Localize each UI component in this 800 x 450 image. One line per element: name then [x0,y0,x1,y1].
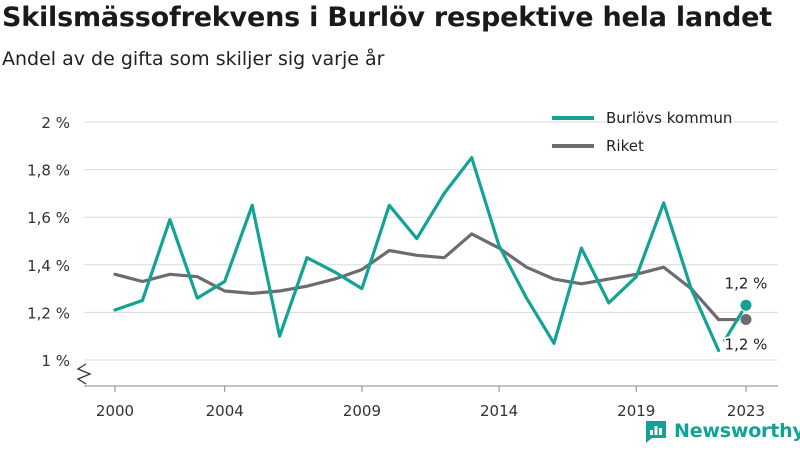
chart-subtitle: Andel av de gifta som skiljer sig varje … [2,48,385,70]
chart-title: Skilsmässofrekvens i Burlöv respektive h… [2,2,772,33]
y-tick-label: 1 % [41,352,70,370]
end-label-halo-riket: 1,2 % [725,336,768,354]
series-line-burlov [113,156,721,353]
legend: Burlövs kommun Riket [552,109,732,155]
end-label-halo-burlov: 1,2 % [725,274,768,292]
y-tick-label: 1,4 % [27,257,70,275]
end-label-burlov: 1,2 % [725,274,768,292]
end-point-riket [740,314,752,326]
newsworthy-logo-text: Newsworthy [674,420,800,442]
newsworthy-logo-icon [646,421,666,443]
data-labels: 1,2 %1,2 %1,2 %1,2 % [723,272,770,355]
y-tick-label: 1,8 % [27,162,70,180]
newsworthy-logo: Newsworthy [644,419,800,443]
y-tick-label: 2 % [41,114,70,132]
end-point-burlov [740,299,752,311]
series-line-riket [113,232,721,322]
x-tick-label: 2009 [343,402,381,420]
legend-label-riket: Riket [606,137,644,155]
x-tick-label: 2004 [206,402,244,420]
legend-label-burlov: Burlövs kommun [606,109,732,127]
x-tick-label: 2014 [480,402,518,420]
series-line-burlov-end-segment [723,310,744,342]
grid-lines [84,121,778,361]
end-label-riket: 1,2 % [725,336,768,354]
axes: 1 % 1,2 % 1,4 % 1,6 % 1,8 % 2 % 2000 2004 2009 20… [27,114,778,420]
axis-break-icon [76,363,92,385]
x-tick-label: 2019 [617,402,655,420]
y-tick-label: 1,2 % [27,304,70,322]
y-tick-label: 1,6 % [27,209,70,227]
series-lines [113,156,744,353]
x-tick-label: 2000 [96,402,134,420]
x-tick-label: 2023 [727,402,765,420]
